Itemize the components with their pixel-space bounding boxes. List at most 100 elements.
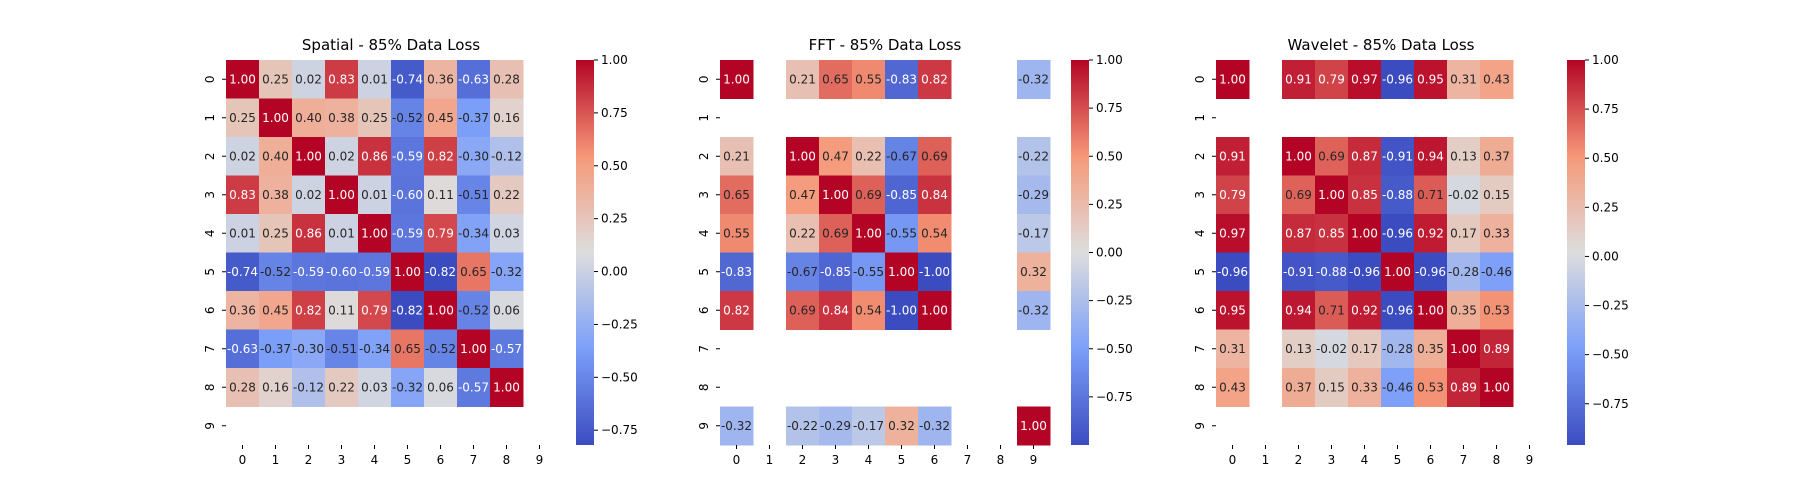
cell-value-label: 0.65 — [723, 188, 750, 202]
heatmap-cell — [1216, 60, 1250, 99]
cell-value-label: 1.00 — [1318, 188, 1345, 202]
heatmap-cell — [1017, 406, 1051, 446]
cell-value-label: 0.35 — [1417, 342, 1444, 356]
cell-value-label: 0.87 — [1351, 149, 1378, 163]
cell-value-label: 0.21 — [789, 72, 816, 86]
cell-value-label: -0.34 — [359, 342, 390, 356]
heatmap-cell — [259, 291, 293, 330]
y-tick-label: 3 — [697, 191, 711, 199]
heatmap-cell — [1348, 175, 1382, 215]
heatmap-cell — [1315, 137, 1349, 176]
heatmap-cell — [1414, 175, 1448, 215]
heatmap-cell — [1315, 60, 1349, 99]
cell-value-label: 1.00 — [789, 149, 816, 163]
cell-value-label: -0.34 — [458, 226, 489, 240]
heatmap-cell — [226, 291, 260, 330]
cell-value-label: 0.71 — [1417, 188, 1444, 202]
heatmap-cell — [292, 137, 326, 176]
cell-value-label: 0.17 — [1450, 226, 1477, 240]
heatmap-cell — [292, 214, 326, 253]
x-tick-label: 9 — [536, 453, 544, 467]
heatmap-cell — [1216, 291, 1250, 330]
heatmap-cell — [852, 406, 886, 446]
y-tick-label: 7 — [1193, 345, 1207, 353]
x-tick-label: 4 — [865, 453, 873, 467]
heatmap-cell — [424, 175, 458, 215]
cell-value-label: 0.79 — [361, 303, 388, 317]
x-tick-label: 3 — [338, 453, 346, 467]
cell-value-label: 0.86 — [361, 149, 388, 163]
chart-title: Wavelet - 85% Data Loss — [1288, 36, 1475, 54]
heatmap-cell — [786, 291, 820, 330]
y-tick-label: 4 — [697, 229, 711, 237]
cell-value-label: 0.53 — [1483, 303, 1510, 317]
heatmap-cell — [457, 137, 491, 176]
cell-value-label: 0.17 — [1351, 342, 1378, 356]
cell-value-label: 0.94 — [1285, 303, 1312, 317]
colorbar-tick-label: 0.50 — [1592, 151, 1619, 165]
heatmap-cell — [852, 175, 886, 215]
heatmap-cell — [292, 60, 326, 99]
cell-value-label: -0.46 — [1382, 380, 1413, 394]
cell-value-label: 0.47 — [822, 149, 849, 163]
heatmap-cell — [1447, 252, 1481, 292]
heatmap-cell — [490, 252, 524, 292]
cell-value-label: 1.00 — [361, 226, 388, 240]
heatmap-cell — [358, 175, 392, 215]
heatmap-cell — [918, 406, 952, 446]
heatmap-cell — [720, 175, 754, 215]
x-tick-label: 1 — [1262, 453, 1270, 467]
cell-value-label: 0.33 — [1351, 380, 1378, 394]
y-tick-label: 4 — [1193, 229, 1207, 237]
cell-value-label: 1.00 — [1417, 303, 1444, 317]
heatmap-cell — [852, 60, 886, 99]
heatmap-cell — [1381, 368, 1415, 407]
cell-value-label: 1.00 — [1020, 419, 1047, 433]
cell-value-label: 0.71 — [1318, 303, 1345, 317]
heatmap-cell — [1414, 291, 1448, 330]
heatmap-cell — [852, 291, 886, 330]
cell-value-label: -0.96 — [1217, 265, 1248, 279]
cell-value-label: 0.43 — [1219, 380, 1246, 394]
x-tick-label: 3 — [1328, 453, 1336, 467]
cell-value-label: 0.16 — [493, 111, 520, 125]
cell-value-label: 1.00 — [723, 72, 750, 86]
cell-value-label: 0.54 — [855, 303, 882, 317]
cell-value-label: 0.37 — [1285, 380, 1312, 394]
heatmap-cell — [457, 175, 491, 215]
cell-value-label: -0.96 — [1349, 265, 1380, 279]
cell-value-label: 0.69 — [921, 149, 948, 163]
colorbar — [576, 60, 594, 445]
x-tick-label: 2 — [1295, 453, 1303, 467]
heatmap-cell — [1348, 368, 1382, 407]
y-tick-label: 0 — [203, 75, 217, 83]
cell-value-label: -0.28 — [1382, 342, 1413, 356]
cell-value-label: 0.69 — [855, 188, 882, 202]
cell-value-label: 1.00 — [262, 111, 289, 125]
heatmap-cell — [259, 175, 293, 215]
heatmap-cell — [1480, 214, 1514, 253]
cell-value-label: 1.00 — [855, 226, 882, 240]
heatmap-cell — [1447, 214, 1481, 253]
heatmap-cell — [819, 252, 853, 292]
cell-value-label: -0.96 — [1382, 72, 1413, 86]
cell-value-label: 0.33 — [1483, 226, 1510, 240]
colorbar-tick-label: 1.00 — [601, 53, 628, 67]
cell-value-label: 0.53 — [1417, 380, 1444, 394]
cell-value-label: 0.38 — [328, 111, 355, 125]
cell-value-label: 0.95 — [1219, 303, 1246, 317]
cell-value-label: 0.86 — [295, 226, 322, 240]
cell-value-label: -0.29 — [820, 419, 851, 433]
cell-value-label: 0.69 — [1318, 149, 1345, 163]
cell-value-label: -0.96 — [1382, 226, 1413, 240]
heatmap-cell — [325, 175, 359, 215]
heatmap-cell — [259, 252, 293, 292]
colorbar — [1567, 60, 1585, 445]
cell-value-label: -0.55 — [853, 265, 884, 279]
cell-value-label: 0.84 — [921, 188, 948, 202]
cell-value-label: 0.15 — [1483, 188, 1510, 202]
heatmap-cell — [292, 329, 326, 369]
cell-value-label: 0.89 — [1450, 380, 1477, 394]
cell-value-label: 0.13 — [1285, 342, 1312, 356]
cell-value-label: 0.79 — [427, 226, 454, 240]
